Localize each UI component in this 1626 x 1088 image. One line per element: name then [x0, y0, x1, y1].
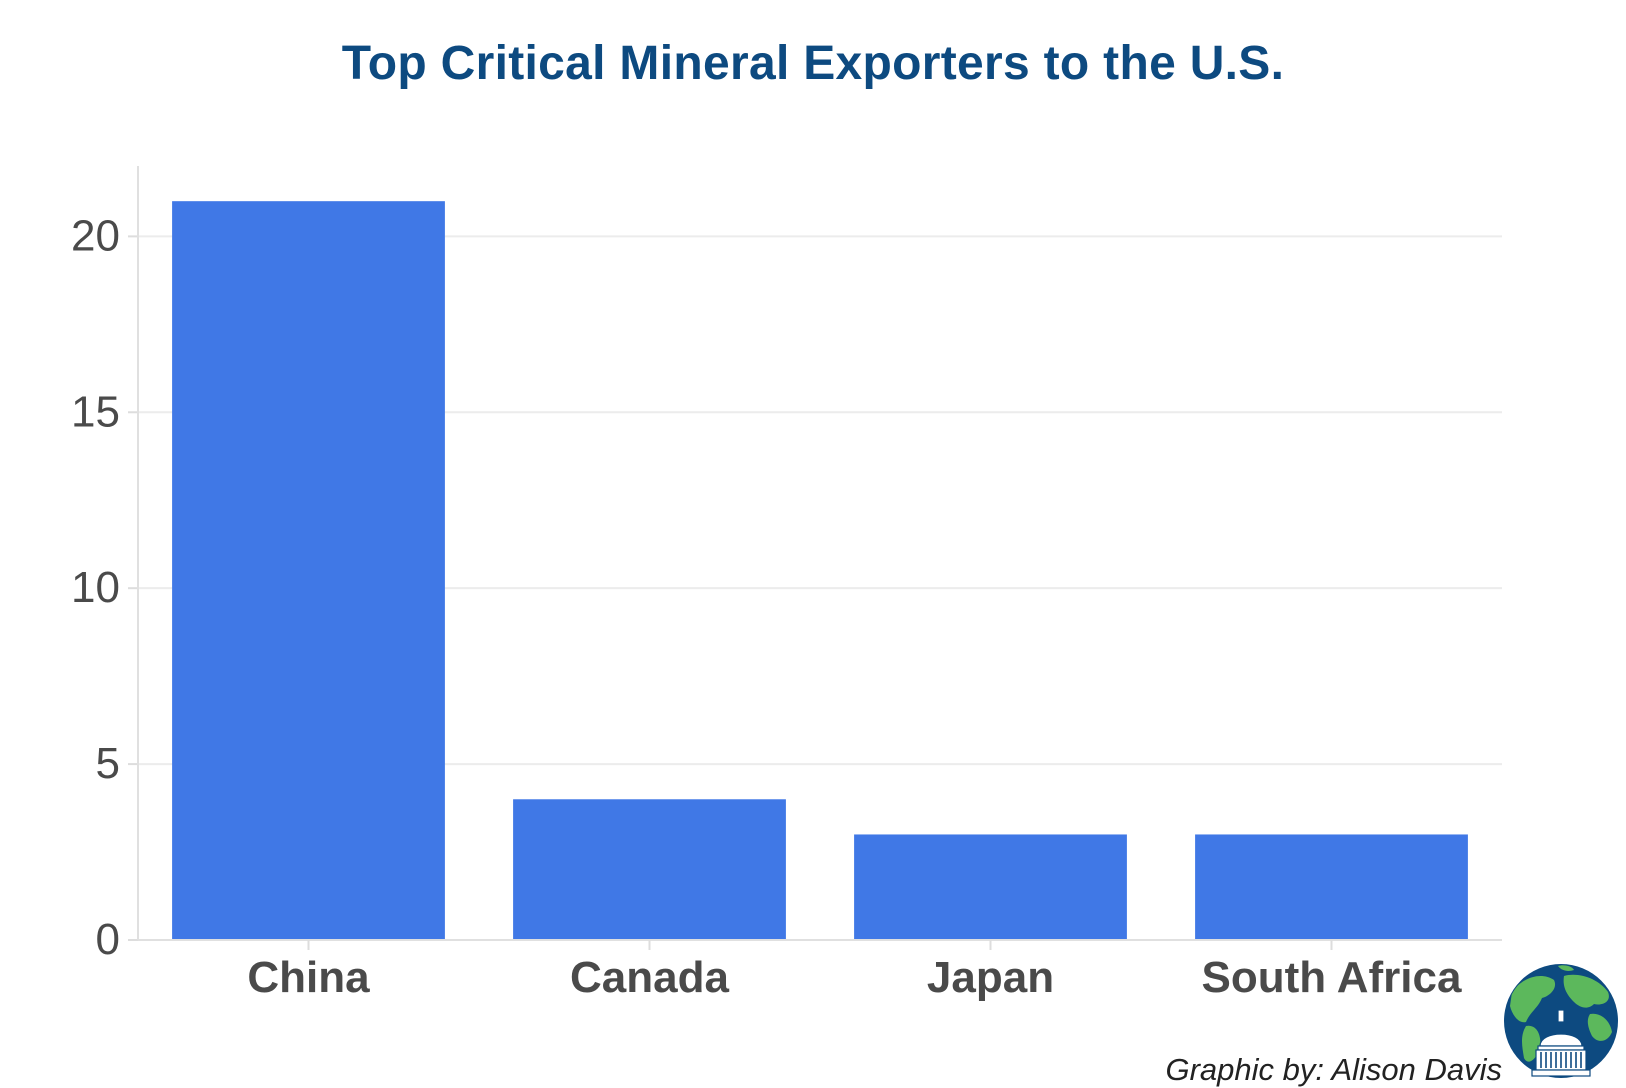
bar-japan [854, 834, 1127, 940]
x-tick-label: Canada [570, 953, 729, 1002]
globe-capitol-icon [1504, 964, 1618, 1078]
y-tick-label: 0 [96, 915, 120, 964]
y-tick-label: 20 [71, 211, 120, 260]
graphic-credit: Graphic by: Alison Davis [1165, 1052, 1502, 1087]
y-tick-label: 10 [71, 563, 120, 612]
bar-south-africa [1195, 834, 1468, 940]
x-tick-label: Japan [927, 953, 1054, 1002]
x-tick-labels: China Canada Japan South Africa [247, 953, 1462, 1002]
x-tick-label: South Africa [1202, 953, 1462, 1002]
chart-title: Top Critical Mineral Exporters to the U.… [341, 37, 1285, 90]
bar-canada [513, 799, 786, 940]
x-tick-label: China [247, 953, 370, 1002]
y-tick-label: 5 [96, 739, 120, 788]
y-tick-label: 15 [71, 387, 120, 436]
y-tick-labels: 0 5 10 15 20 [71, 211, 120, 964]
axes [128, 166, 1502, 950]
bar-china [172, 201, 445, 940]
bars [172, 201, 1468, 940]
